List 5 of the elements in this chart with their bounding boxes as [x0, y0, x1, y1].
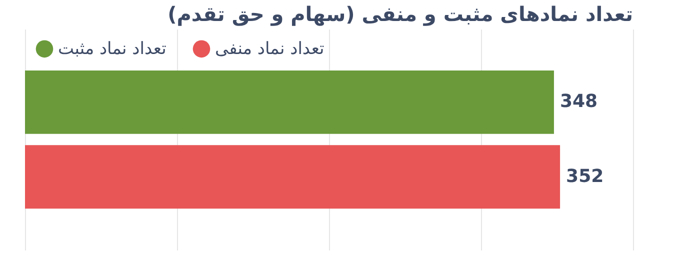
data-label: 352 [566, 166, 604, 187]
legend-label: تعداد نماد منفی [215, 38, 325, 59]
data-label: 348 [560, 91, 598, 112]
chart-title: تعداد نمادهای مثبت و منفی (سهام و حق تقدم) [168, 2, 633, 26]
legend-label: تعداد نماد مثبت [58, 38, 167, 59]
